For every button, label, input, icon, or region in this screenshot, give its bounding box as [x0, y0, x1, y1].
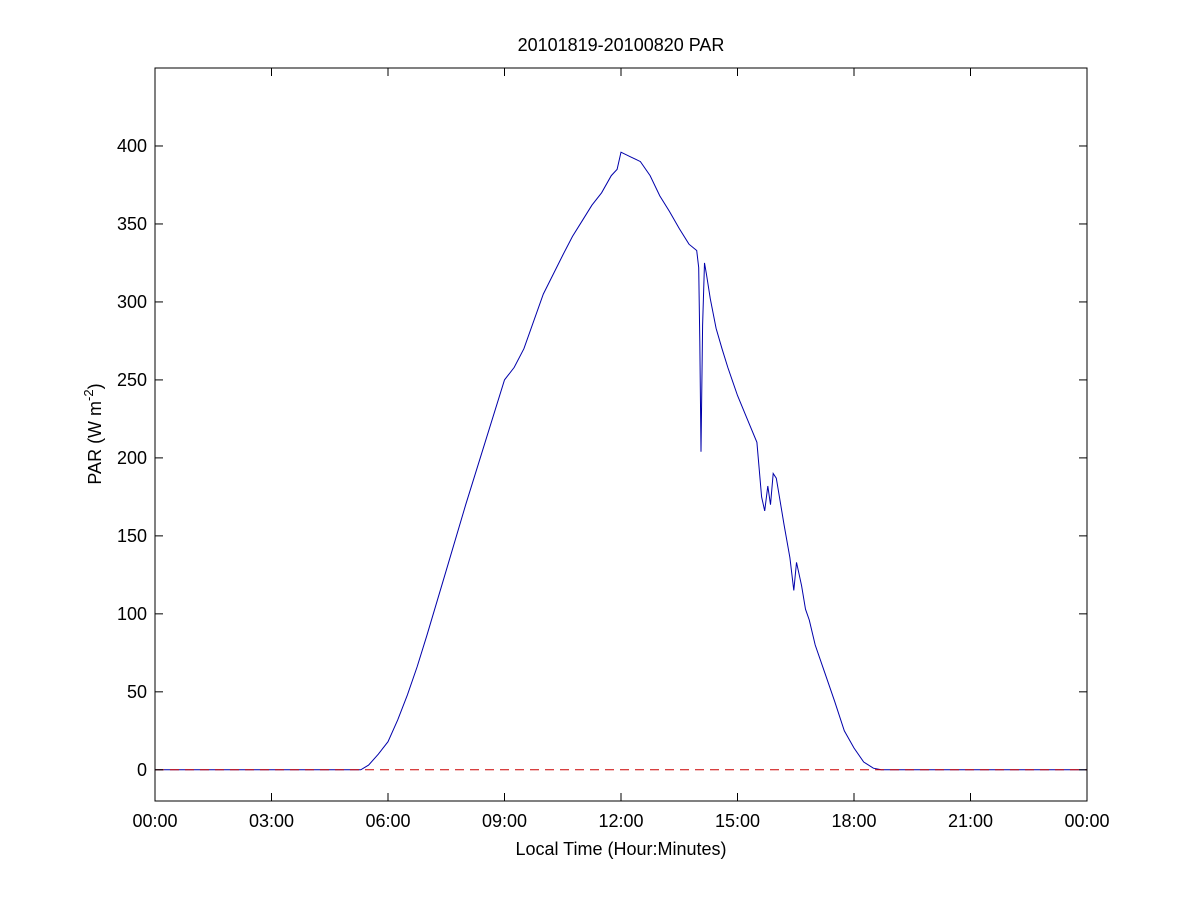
x-tick-label: 12:00: [598, 811, 643, 831]
y-axis-label: PAR (W m-2): [81, 383, 105, 484]
y-tick-label: 250: [117, 370, 147, 390]
series-layer: [155, 151, 1087, 771]
y-tick-label: 150: [117, 526, 147, 546]
y-tick-label: 300: [117, 292, 147, 312]
y-axis-label-superscript: -2: [81, 389, 96, 401]
chart-title: 20101819-20100820 PAR: [518, 35, 725, 55]
y-axis-label-close: ): [85, 383, 105, 389]
y-tick-label: 350: [117, 214, 147, 234]
x-tick-label: 09:00: [482, 811, 527, 831]
y-tick-label: 0: [137, 760, 147, 780]
y-tick-label: 200: [117, 448, 147, 468]
x-tick-label: 06:00: [365, 811, 410, 831]
y-axis-label-main: PAR (W m: [85, 401, 105, 485]
x-tick-label: 21:00: [948, 811, 993, 831]
x-tick-label: 18:00: [831, 811, 876, 831]
x-axis-label: Local Time (Hour:Minutes): [515, 839, 726, 859]
y-tick-label: 400: [117, 136, 147, 156]
ticks-layer: 00:00 03:00 06:00 09:00 12:00 15:00 18:00 21:00…: [117, 68, 1110, 831]
series-line-0: [155, 151, 1087, 771]
x-tick-label: 15:00: [715, 811, 760, 831]
x-tick-label: 03:00: [249, 811, 294, 831]
x-tick-label: 00:00: [132, 811, 177, 831]
y-tick-label: 50: [127, 682, 147, 702]
y-tick-label: 100: [117, 604, 147, 624]
x-tick-label: 00:00: [1064, 811, 1109, 831]
